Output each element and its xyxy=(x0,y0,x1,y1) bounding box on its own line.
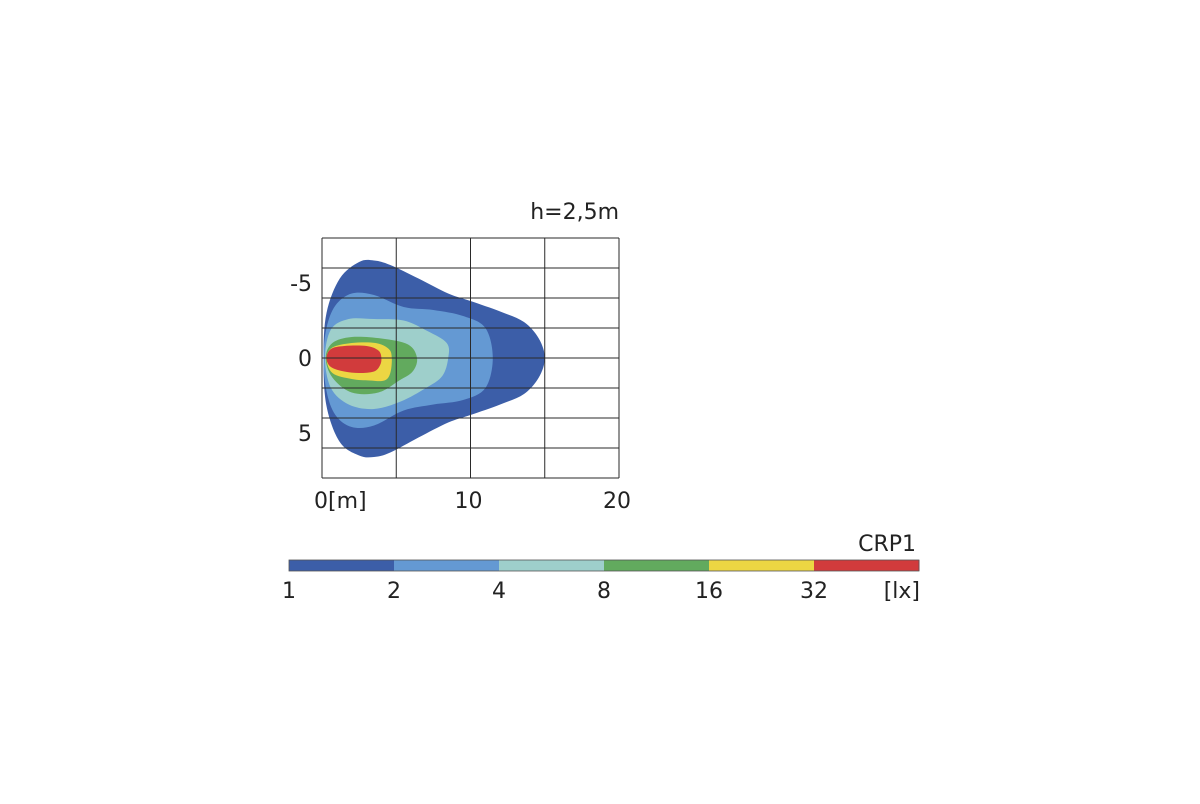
legend-swatch-32 xyxy=(814,560,920,571)
x-tick-label: 10 xyxy=(455,489,483,514)
legend-level-label: 16 xyxy=(695,579,723,604)
legend-swatch-8 xyxy=(604,560,710,571)
x-tick-label: 0[m] xyxy=(314,489,367,514)
legend-level-label: 4 xyxy=(492,579,506,604)
chart-title: h=2,5m xyxy=(530,200,619,225)
legend-bar-outline xyxy=(288,559,920,572)
legend-unit-label: [lx] xyxy=(884,579,920,604)
legend-level-label: 2 xyxy=(387,579,401,604)
legend-labels: 1 2 4 8 16 32 xyxy=(282,579,828,604)
contour-32-lx xyxy=(326,345,382,373)
legend-level-label: 1 xyxy=(282,579,296,604)
x-unit-label: [m] xyxy=(328,489,367,514)
legend-swatch-2 xyxy=(394,560,500,571)
x-tick-label: 20 xyxy=(603,489,631,514)
legend-title: CRP1 xyxy=(858,532,916,557)
contour-layer xyxy=(323,259,545,458)
legend-level-label: 8 xyxy=(597,579,611,604)
legend-swatch-16 xyxy=(709,560,815,571)
legend-color-bar xyxy=(288,559,920,572)
legend-swatch-1 xyxy=(289,560,395,571)
tick-labels: -5 0 5 0[m] 10 20 xyxy=(290,272,631,514)
legend-swatch-4 xyxy=(499,560,605,571)
y-tick-label: 5 xyxy=(298,422,312,447)
y-tick-label: -5 xyxy=(290,272,312,297)
legend-level-label: 32 xyxy=(800,579,828,604)
grid-layer xyxy=(321,237,620,479)
y-tick-label: 0 xyxy=(298,347,312,372)
